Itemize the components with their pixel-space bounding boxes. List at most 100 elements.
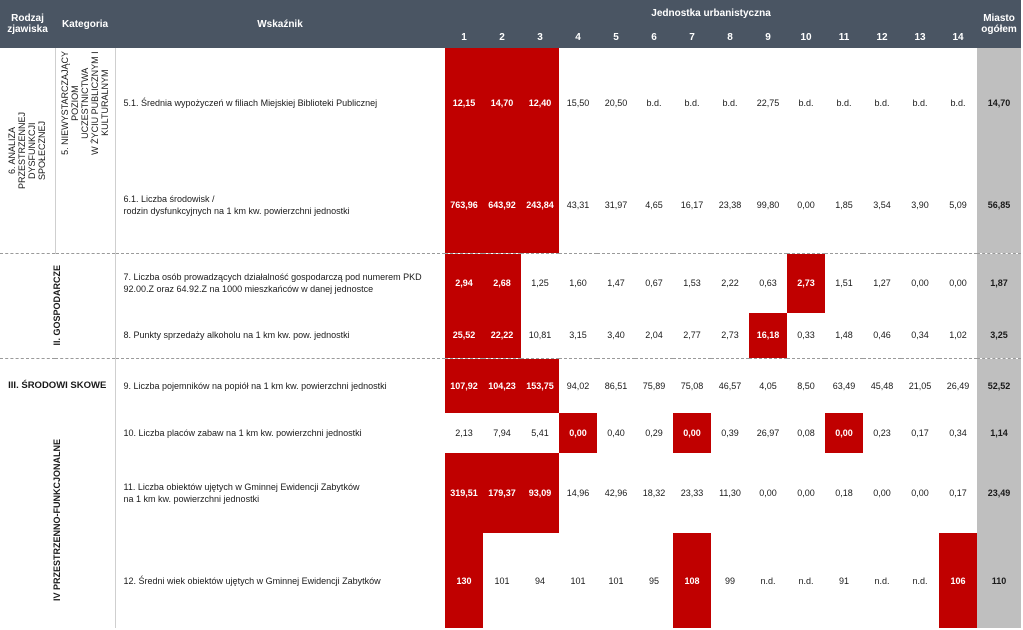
value-cell: 16,18 — [749, 313, 787, 358]
value-cell: 179,37 — [483, 453, 521, 533]
value-cell: 16,17 — [680, 200, 704, 211]
value-cell: b.d. — [798, 98, 814, 108]
value-cell: 2,94 — [445, 252, 483, 313]
header-miasto: Miasto ogółem — [977, 0, 1022, 48]
value-cell: 2,73 — [721, 330, 739, 341]
value-cell: 1,60 — [559, 252, 597, 313]
header-unit-number: 3 — [521, 26, 559, 48]
table-row: 6.1. Liczba środowisk / rodzin dysfunkcy… — [0, 158, 1022, 253]
value-cell: 0,63 — [749, 252, 787, 313]
value-cell: 3,90 — [911, 200, 929, 211]
value-cell: 1,27 — [863, 252, 901, 313]
city-total-cell: 110 — [977, 533, 1022, 628]
group-kategoria-empty — [55, 158, 116, 253]
value-cell: 0,46 — [873, 330, 891, 341]
city-total-cell: 14,70 — [977, 48, 1022, 158]
header-kategoria: Kategoria — [55, 0, 115, 48]
value-cell: n.d. — [798, 575, 814, 586]
value-cell: 101 — [608, 575, 624, 586]
group-rodzaj-6: 6. ANALIZA PRZESTRZENNEJ DYSFUNKCJI SPOŁ… — [0, 48, 56, 253]
value-cell: 20,50 — [604, 98, 628, 108]
value-cell: b.d. — [684, 98, 700, 108]
value-cell: 2,68 — [483, 252, 521, 313]
value-cell: 14,70 — [483, 48, 521, 158]
header-unit-number: 8 — [711, 26, 749, 48]
value-cell: b.d. — [874, 98, 890, 108]
header-unit-number: 5 — [597, 26, 635, 48]
indicator-label-cell: 12. Średni wiek obiektów ujętych w Gminn… — [115, 533, 445, 628]
value-cell: 26,49 — [939, 357, 978, 413]
indicator-label: 5.1. Średnia wypożyczeń w filiach Miejsk… — [123, 98, 378, 108]
value-cell: 0,00 — [901, 252, 939, 313]
header-unit-number: 7 — [673, 26, 711, 48]
value-cell: 0,00 — [759, 488, 777, 498]
value-cell: 101 — [494, 575, 510, 586]
value-cell: 0,34 — [911, 330, 929, 341]
header-unit-number: 12 — [863, 26, 901, 48]
value-cell: 0,00 — [911, 488, 929, 498]
value-cell: 75,08 — [673, 357, 711, 413]
value-cell: 101 — [570, 575, 586, 586]
city-total-cell: 3,25 — [977, 313, 1022, 358]
indicator-label: 12. Średni wiek obiektów ujętych w Gminn… — [123, 575, 381, 586]
header-jednostka: Jednostka urbanistyczna — [445, 0, 978, 26]
value-cell: b.d. — [722, 98, 738, 108]
indicator-label-cell: 5.1. Średnia wypożyczeń w filiach Miejsk… — [115, 48, 445, 158]
value-cell: b.d. — [950, 98, 966, 108]
value-cell: 95 — [648, 575, 659, 586]
value-cell: 0,00 — [797, 488, 815, 498]
indicator-label-cell: 7. Liczba osób prowadzących działalność … — [115, 252, 445, 313]
value-cell: 243,84 — [521, 158, 559, 253]
value-cell: 2,04 — [645, 330, 663, 341]
value-cell: 46,57 — [711, 357, 749, 413]
value-cell: 0,00 — [825, 413, 863, 453]
value-cell: b.d. — [912, 98, 928, 108]
value-cell: 0,29 — [645, 428, 663, 438]
value-cell: 63,49 — [825, 357, 863, 413]
value-cell: 643,92 — [483, 158, 521, 253]
header-unit-number: 4 — [559, 26, 597, 48]
value-cell: 99 — [724, 575, 735, 586]
value-cell: 1,48 — [835, 330, 853, 341]
group-srodowiskowe: III. ŚRODOWI SKOWE — [0, 357, 116, 413]
value-cell: 153,75 — [521, 357, 559, 413]
indicator-label-cell: 11. Liczba obiektów ujętych w Gminnej Ew… — [115, 453, 445, 533]
group-gospodarcze: II. GOSPODARCZE — [0, 252, 116, 358]
value-cell: 26,97 — [756, 428, 780, 438]
value-cell: 0,00 — [873, 488, 891, 498]
city-total-cell: 23,49 — [977, 453, 1022, 533]
value-cell: 763,96 — [445, 158, 483, 253]
value-cell: 94 — [534, 575, 545, 586]
value-cell: 5,41 — [531, 428, 549, 438]
value-cell: 4,65 — [645, 200, 663, 211]
indicator-label: 6.1. Liczba środowisk / rodzin dysfunkcy… — [123, 194, 350, 217]
header-rodzaj: Rodzaj zjawiska — [0, 0, 55, 48]
value-cell: 91 — [838, 575, 849, 586]
value-cell: 0,00 — [797, 200, 815, 211]
group-kategoria-5: 5. NIEWYSTARCZAJĄCY POZIOM UCZESTNICTWA … — [55, 48, 116, 158]
value-cell: b.d. — [646, 98, 662, 108]
value-cell: 7,94 — [493, 428, 511, 438]
table-row: III. ŚRODOWI SKOWE 9. Liczba pojemników n… — [0, 357, 1022, 413]
value-cell: 23,38 — [718, 200, 742, 211]
value-cell: 104,23 — [483, 357, 521, 413]
group-kategoria-5-label: 5. NIEWYSTARCZAJĄCY POZIOM UCZESTNICTWA … — [60, 51, 110, 155]
value-cell: 1,85 — [835, 200, 853, 211]
value-cell: 0,00 — [673, 413, 711, 453]
value-cell: 2,13 — [455, 428, 473, 438]
header-unit-number: 1 — [445, 26, 483, 48]
city-total-cell: 52,52 — [977, 357, 1022, 413]
value-cell: 0,08 — [797, 428, 815, 438]
value-cell: 23,33 — [680, 488, 704, 498]
value-cell: 99,80 — [756, 200, 780, 211]
value-cell: 86,51 — [597, 357, 635, 413]
group-przestrzenno-funkcjonalne: IV PRZESTRZENNO-FUNKCJONALNE — [0, 413, 116, 628]
value-cell: 0,17 — [949, 488, 967, 498]
value-cell: b.d. — [836, 98, 852, 108]
value-cell: 107,92 — [445, 357, 483, 413]
value-cell: 0,33 — [797, 330, 815, 341]
header-unit-number: 14 — [939, 26, 978, 48]
value-cell: 22,75 — [756, 98, 780, 108]
